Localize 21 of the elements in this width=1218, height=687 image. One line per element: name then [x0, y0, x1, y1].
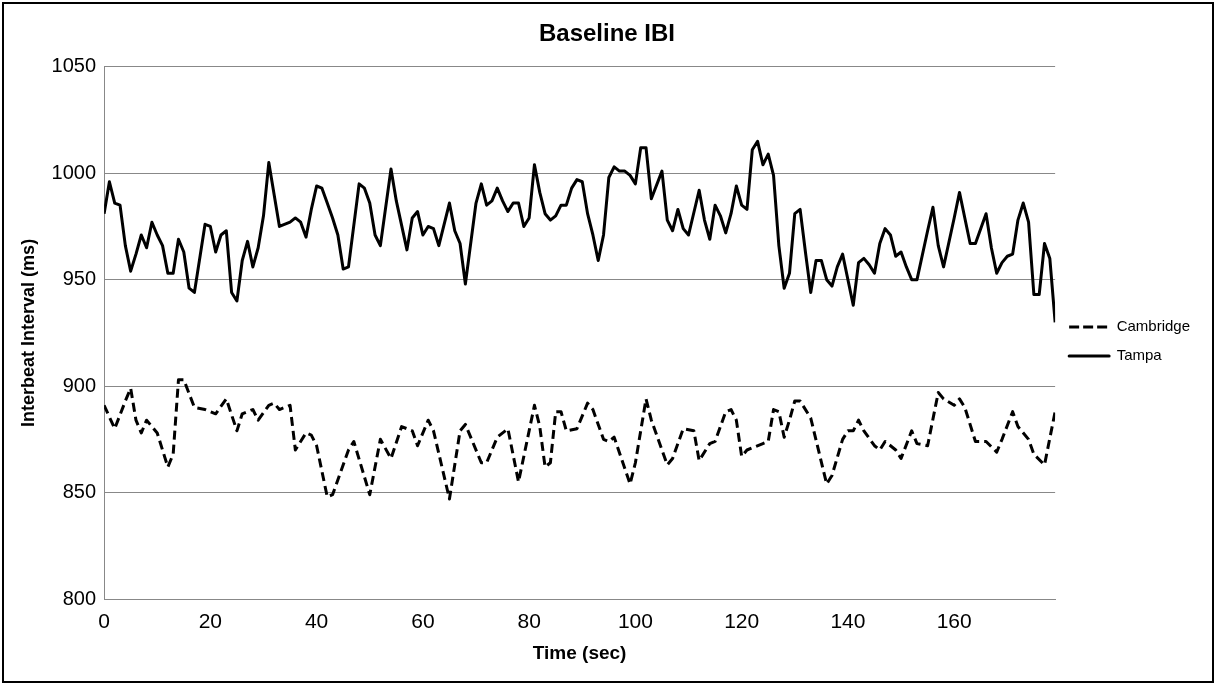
- x-tick-label: 40: [304, 609, 329, 633]
- legend-label: Tampa: [1116, 346, 1163, 364]
- y-axis-title: Interbeat Interval (ms): [17, 238, 38, 427]
- y-tick-label: 850: [62, 480, 97, 503]
- legend-label: Cambridge: [1116, 317, 1191, 335]
- x-tick-label: 100: [617, 609, 653, 633]
- x-tick-label: 0: [98, 609, 110, 633]
- chart-title: Baseline IBI: [538, 19, 676, 47]
- y-tick-label: 800: [62, 586, 97, 609]
- y-tick-label: 950: [62, 267, 97, 290]
- x-tick-label: 160: [936, 609, 972, 633]
- x-tick-label: 60: [411, 609, 435, 633]
- y-tick-label: 900: [62, 373, 97, 396]
- y-tick-label: 1050: [51, 54, 97, 77]
- x-tick-label: 80: [517, 609, 541, 633]
- x-tick-label: 120: [724, 609, 760, 633]
- x-tick-label: 140: [830, 609, 866, 633]
- y-tick-label: 1000: [51, 160, 97, 183]
- x-tick-label: 20: [198, 609, 223, 633]
- x-axis-title: Time (sec): [532, 641, 627, 663]
- line-series: [104, 378, 1056, 501]
